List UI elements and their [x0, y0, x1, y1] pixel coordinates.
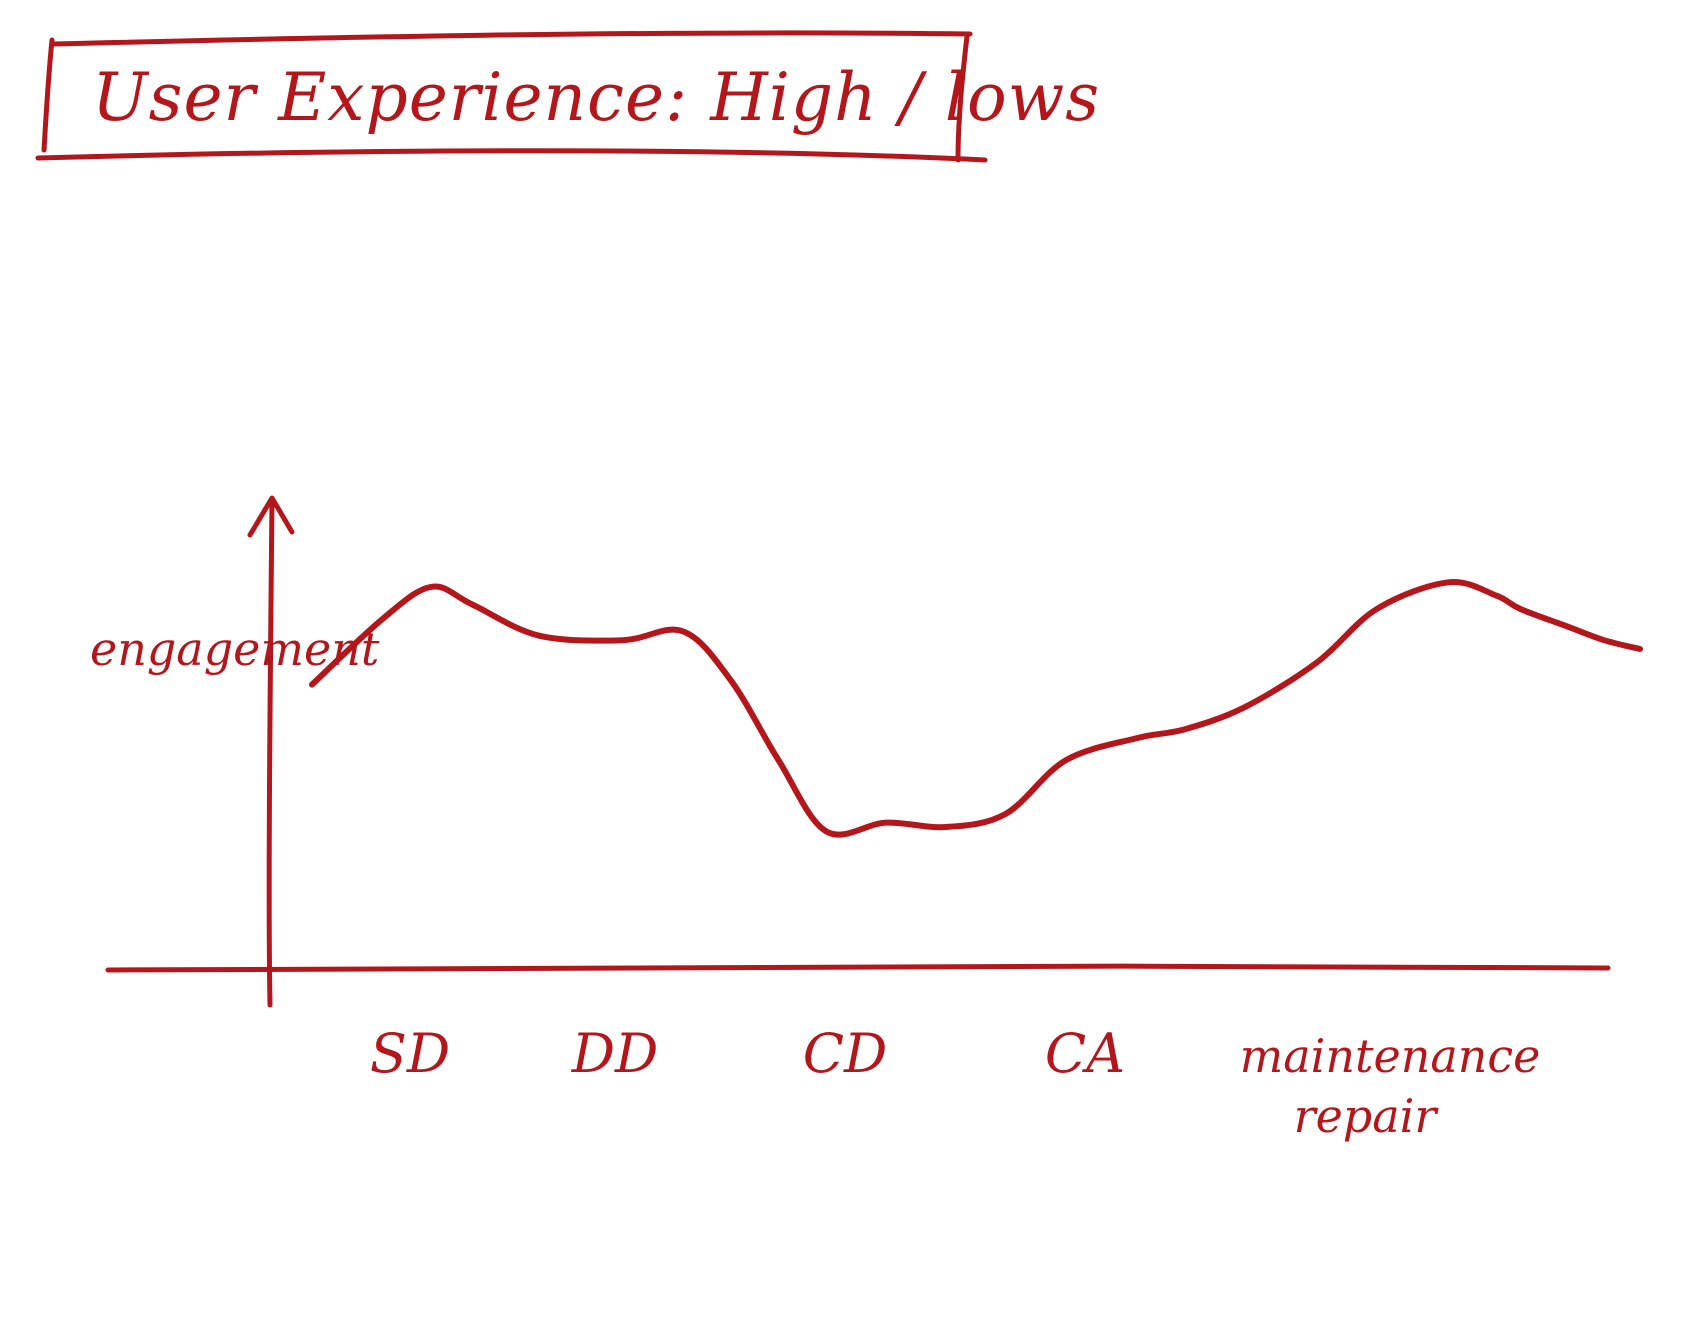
x-tick-label-4: maintenance	[1240, 1029, 1541, 1083]
title-frame	[35, 30, 988, 163]
x-tick-label-0: SD	[370, 1022, 450, 1085]
x-tick-label-4-line2: repair	[1294, 1089, 1440, 1143]
y-axis-label: engagement	[90, 622, 380, 676]
engagement-series-line-0	[309, 579, 1643, 838]
x-tick-labels: SD DD CD CA maintenance repair	[370, 1022, 1541, 1143]
x-tick-label-1: DD	[571, 1022, 659, 1085]
y-axis-arrowhead	[247, 495, 295, 538]
axes	[105, 495, 1611, 1008]
x-tick-label-2: CD	[803, 1022, 888, 1085]
chart-title: User Experience: High / lows	[92, 59, 1100, 136]
series-layer	[309, 579, 1643, 838]
x-tick-label-3: CA	[1045, 1022, 1125, 1085]
y-axis	[266, 497, 275, 1008]
x-axis	[105, 963, 1611, 973]
